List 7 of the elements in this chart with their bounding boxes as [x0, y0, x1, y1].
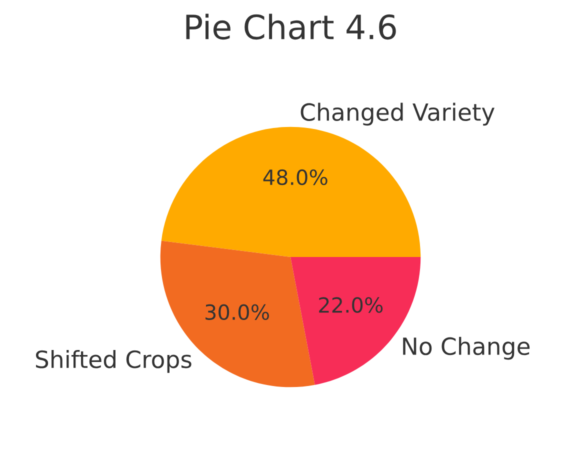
- slice-label: Shifted Crops: [36, 350, 192, 373]
- data-label: 30.0%: [206, 304, 269, 320]
- slice-label: No Change: [403, 336, 530, 360]
- slice-label: Changed Variety: [300, 102, 494, 126]
- data-label: 48.0%: [263, 169, 328, 186]
- data-label: 22.0%: [319, 297, 383, 313]
- chart-title: Pie Chart 4.6: [186, 14, 396, 40]
